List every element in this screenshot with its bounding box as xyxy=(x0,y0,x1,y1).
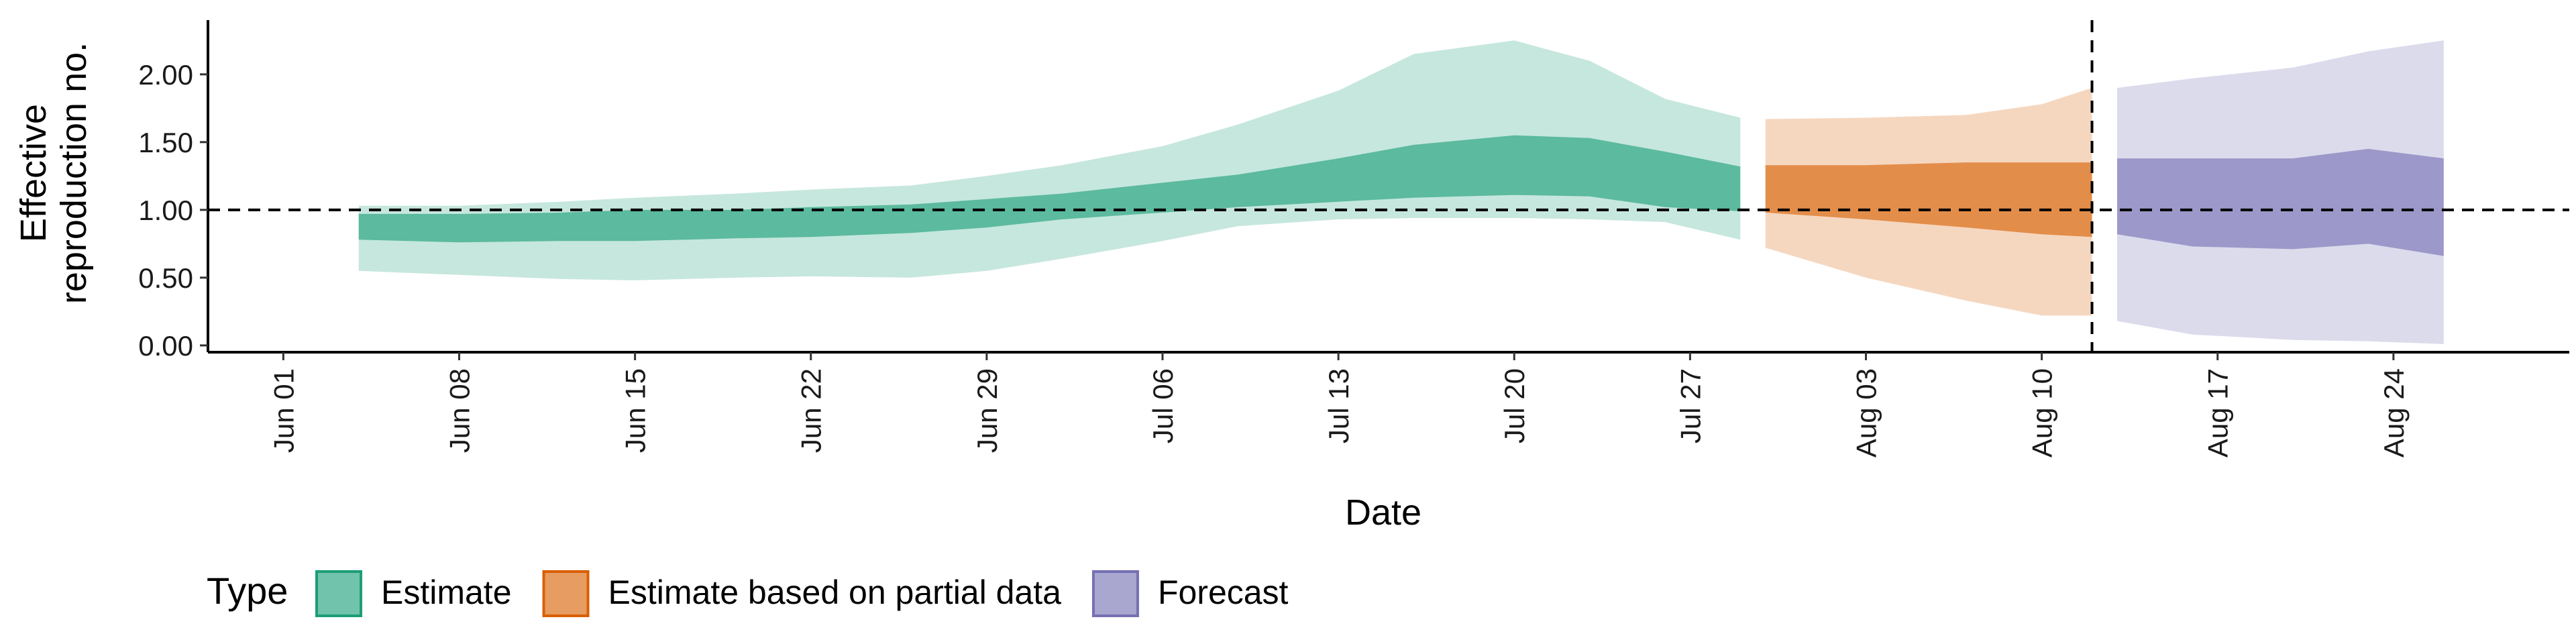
x-tick-label: Jun 15 xyxy=(620,368,651,453)
reference-lines xyxy=(208,20,2569,352)
x-tick-label: Jul 20 xyxy=(1499,368,1530,443)
legend-title: Type xyxy=(207,570,288,612)
legend-label: Estimate xyxy=(381,574,512,611)
x-tick-label: Jun 08 xyxy=(444,368,476,453)
forecast-band-50 xyxy=(2117,148,2444,256)
x-tick-label: Aug 17 xyxy=(2202,368,2234,458)
x-tick-label: Jul 13 xyxy=(1323,368,1354,443)
y-tick-label: 1.00 xyxy=(138,195,193,226)
legend-label: Forecast xyxy=(1158,574,1289,611)
legend-label: Estimate based on partial data xyxy=(608,574,1062,611)
legend-item-forecast: Forecast xyxy=(1091,570,1289,617)
estimate-band-50 xyxy=(358,135,1741,243)
bands-layer xyxy=(358,40,2444,344)
x-tick-label: Jun 01 xyxy=(268,368,299,453)
x-tick-label: Jun 22 xyxy=(796,368,827,453)
y-axis-title-line2: reproduction no. xyxy=(54,42,94,304)
axes: 0.00 0.50 1.00 1.50 2.00 Jun 01 Jun 08 Jun 15 Ju… xyxy=(138,20,2569,458)
x-tick-label: Jul 06 xyxy=(1147,368,1179,443)
x-tick-label: Aug 24 xyxy=(2378,368,2410,458)
y-axis-title-line1: Effective xyxy=(13,104,54,242)
x-tick-label: Jun 29 xyxy=(971,368,1003,453)
legend: Type Estimate Estimate based on partial da… xyxy=(207,570,1289,617)
x-tick-label: Aug 03 xyxy=(1851,368,1882,458)
legend-swatch xyxy=(1091,570,1139,617)
x-tick-label: Jul 27 xyxy=(1674,368,1706,443)
x-tick-label: Aug 10 xyxy=(2027,368,2058,458)
legend-swatch xyxy=(315,570,362,617)
x-axis-title: Date xyxy=(1345,492,1421,533)
legend-item-estimate-based-on-partial-data: Estimate based on partial data xyxy=(542,570,1062,617)
legend-item-estimate: Estimate xyxy=(315,570,512,617)
legend-swatch xyxy=(542,570,590,617)
y-tick-label: 1.50 xyxy=(138,127,193,158)
y-tick-label: 2.00 xyxy=(138,59,193,91)
y-tick-label: 0.50 xyxy=(138,262,193,294)
estimate-based-on-partial-data-band-50 xyxy=(1765,162,2092,237)
y-tick-label: 0.00 xyxy=(138,330,193,362)
